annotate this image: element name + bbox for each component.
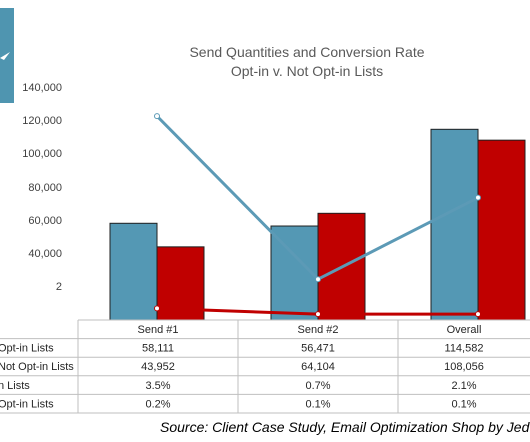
bar-opt-in <box>430 128 479 321</box>
source-note: Source: Client Case Study, Email Optimiz… <box>160 419 530 435</box>
y-tick-label: 120,000 <box>22 115 62 127</box>
logo-mark-icon <box>0 52 10 60</box>
y-tick-label: 2 <box>56 281 62 293</box>
table-cell: 108,056 <box>444 361 484 373</box>
table-cell: 56,471 <box>301 343 335 355</box>
y-tick-label: 100,000 <box>22 148 62 160</box>
line-point <box>315 276 321 283</box>
table-cell: 114,582 <box>445 343 484 355</box>
table-cell: 58,111 <box>142 343 174 355</box>
y-tick-label: 60,000 <box>28 215 62 227</box>
table-cell: 3.5% <box>145 380 170 392</box>
table-row: n Lists 3.5% 0.7% 2.1% <box>0 380 477 392</box>
line-point <box>154 113 160 120</box>
table-cell: 0.7% <box>305 380 330 392</box>
chart-subtitle: Opt-in v. Not Opt-in Lists <box>231 63 383 79</box>
line-point <box>475 194 481 201</box>
series-label: n Lists <box>0 380 30 392</box>
y-axis-ticks: 140,000 120,000 100,000 80,000 60,000 40,000 2 <box>22 82 62 293</box>
logo <box>0 8 14 103</box>
table-row: Not Opt-in Lists 43,952 64,104 108,056 <box>0 361 484 373</box>
y-tick-label: 140,000 <box>22 82 62 94</box>
series-label: Not Opt-in Lists <box>0 361 74 373</box>
chart-svg: Send Quantities and Conversion Rate Opt-… <box>0 44 530 414</box>
table-row: Opt-in Lists 0.2% 0.1% 0.1% <box>0 398 477 410</box>
table-cell: 0.1% <box>451 398 476 410</box>
line-point <box>475 311 481 318</box>
category-label: Overall <box>447 324 482 336</box>
bar-opt-in <box>109 222 158 321</box>
table-cell: 43,952 <box>141 361 175 373</box>
table-cell: 0.2% <box>145 398 170 410</box>
category-label: Send #2 <box>298 324 339 336</box>
line-point <box>315 311 321 318</box>
category-label: Send #1 <box>138 324 179 336</box>
table-row: Opt-in Lists 58,111 56,471 114,582 <box>0 343 483 355</box>
y-tick-label: 80,000 <box>28 182 62 194</box>
table-cell: 64,104 <box>301 361 335 373</box>
bar-not-opt-in <box>477 139 526 321</box>
table-cell: 0.1% <box>305 398 330 410</box>
table-cell: 2.1% <box>451 380 476 392</box>
series-label: Opt-in Lists <box>0 398 54 410</box>
lines-group <box>154 113 481 318</box>
line-point <box>154 305 160 312</box>
series-label: Opt-in Lists <box>0 343 54 355</box>
chart-title: Send Quantities and Conversion Rate <box>189 44 424 60</box>
data-table: Send #1 Send #2 Overall Opt-in Lists 58,111 5… <box>0 320 530 414</box>
y-tick-label: 40,000 <box>28 248 62 260</box>
